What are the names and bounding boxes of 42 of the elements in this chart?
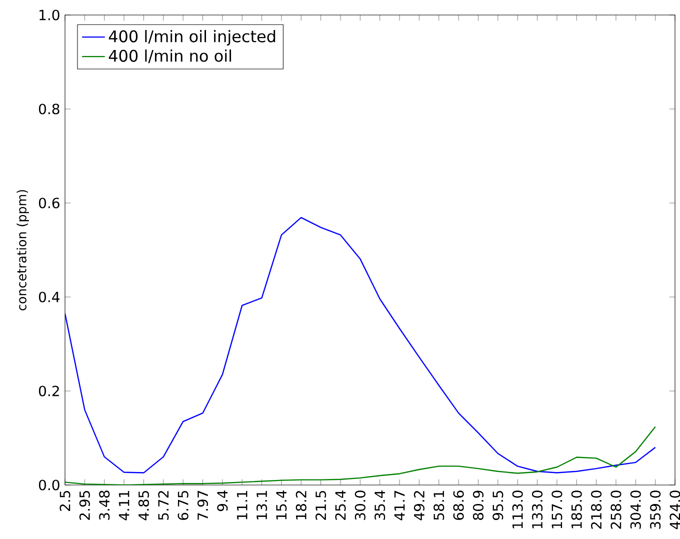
x-tick-label: 9.4 <box>217 490 228 512</box>
x-tick-label: 25.4 <box>335 490 346 520</box>
x-tick-label: 35.4 <box>374 490 386 520</box>
y-tick-label: 0.0 <box>38 480 60 490</box>
legend-label: 400 l/min no oil <box>108 49 232 64</box>
x-tick-label: 68.6 <box>453 490 464 520</box>
x-tick-label: 4.85 <box>138 490 149 520</box>
x-tick-label: 359.0 <box>650 490 661 529</box>
x-tick-label: 18.2 <box>296 491 306 520</box>
y-tick-label: 0.8 <box>38 104 60 114</box>
x-tick-label: 4.11 <box>118 491 130 520</box>
x-tick-label: 30.0 <box>354 490 366 520</box>
legend-label: 400 l/min oil injected <box>108 30 276 46</box>
x-tick-label: 218.0 <box>591 490 602 529</box>
y-tick-label: 0.2 <box>38 386 59 396</box>
x-tick-label: 41.7 <box>394 490 405 520</box>
x-tick-label: 6.75 <box>178 490 188 520</box>
x-tick-label: 80.9 <box>472 490 484 520</box>
y-tick-label: 0.6 <box>38 198 60 208</box>
x-tick-label: 3.48 <box>99 490 110 520</box>
x-tick-label: 2.5 <box>60 490 70 511</box>
y-axis-title: concetration (ppm) <box>16 190 29 310</box>
x-tick-label: 2.95 <box>79 490 90 520</box>
y-tick-label: 1.0 <box>40 10 60 20</box>
x-tick-label: 49.2 <box>414 491 424 520</box>
x-tick-label: 11.1 <box>237 491 248 520</box>
x-tick-label: 258.0 <box>610 490 622 529</box>
x-tick-label: 5.72 <box>158 491 169 520</box>
x-tick-label: 7.97 <box>197 490 208 520</box>
x-tick-label: 424.0 <box>670 490 680 530</box>
x-tick-label: 21.5 <box>316 490 326 520</box>
x-tick-label: 113.0 <box>512 490 523 528</box>
line-series <box>65 216 656 474</box>
x-tick-label: 157.0 <box>552 490 562 528</box>
x-tick-label: 133.0 <box>532 490 543 528</box>
x-tick-label: 95.5 <box>492 490 504 520</box>
x-tick-label: 58.1 <box>434 491 444 520</box>
y-tick-label: 0.4 <box>38 292 60 302</box>
x-tick-label: 13.1 <box>256 491 268 520</box>
x-tick-label: 185.0 <box>571 490 582 528</box>
x-tick-label: 304.0 <box>630 490 641 529</box>
x-tick-label: 15.4 <box>276 490 287 520</box>
